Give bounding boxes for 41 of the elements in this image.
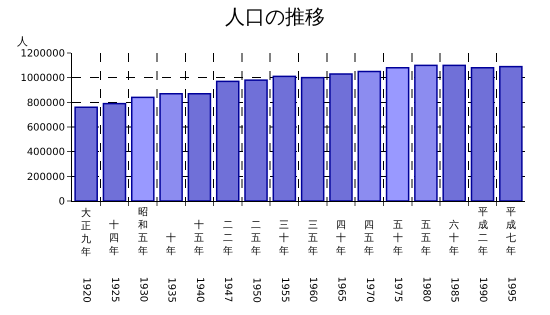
category-label: 五十年 1975: [392, 220, 404, 302]
bar: [130, 96, 155, 201]
category-label: 二二年 1947: [222, 220, 234, 302]
bar: [272, 76, 296, 201]
bar: [188, 92, 212, 201]
bar: [159, 92, 183, 201]
bar: [442, 64, 466, 201]
y-tick-label: 1000000: [20, 73, 65, 84]
bar: [386, 67, 410, 201]
bar: [300, 76, 324, 201]
category-label: 平成七年 1995: [505, 207, 516, 302]
bar: [329, 73, 353, 201]
category-label: 十四年 1925: [108, 220, 120, 302]
category-label: 三五年 1960: [307, 220, 318, 302]
category-label: 四五年 1970: [364, 220, 375, 303]
category-label: 十五年 1940: [194, 220, 205, 303]
y-axis-title: 人: [17, 35, 28, 48]
y-tick-label: 600000: [26, 122, 65, 134]
bar: [470, 67, 494, 201]
category-label: 六十年 1985: [448, 220, 460, 303]
category-label: 四十年 1965: [335, 220, 346, 302]
category-label: 十年 1935: [166, 233, 177, 303]
category-label: 大正九年 1920: [80, 208, 92, 303]
y-tick-label: 1200000: [20, 48, 65, 60]
bar: [102, 102, 126, 201]
category-label: 昭和五年 1930: [137, 207, 148, 302]
bar: [357, 70, 382, 201]
bar: [244, 79, 268, 201]
y-tick-label: 800000: [26, 98, 65, 109]
bar: [414, 64, 438, 201]
category-label: 平成二年 1990: [477, 207, 488, 302]
y-tick-label: 400000: [26, 147, 65, 158]
bar: [74, 106, 98, 201]
category-label: 二五年 1950: [250, 220, 262, 303]
bar: [499, 66, 523, 201]
category-label: 五五年 1980: [420, 220, 432, 302]
chart-title: 人口の推移: [225, 6, 325, 28]
y-tick-label: 200000: [26, 172, 65, 183]
y-tick-label: 0: [58, 196, 65, 208]
bar: [216, 80, 240, 201]
category-label: 三十年 1955: [278, 220, 290, 303]
